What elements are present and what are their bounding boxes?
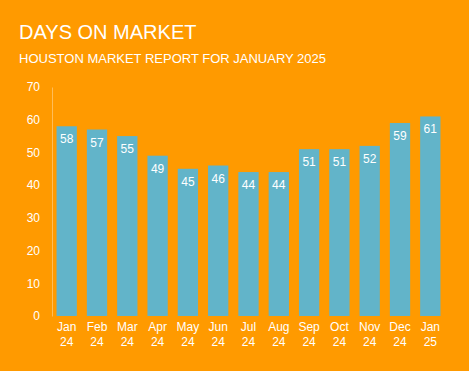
- x-tick: Mar24: [117, 316, 138, 349]
- title: DAYS ON MARKET: [19, 21, 196, 43]
- data-label: 45: [181, 175, 195, 189]
- bar: [57, 126, 77, 316]
- x-tick: Nov24: [359, 316, 380, 349]
- bar: [117, 136, 137, 316]
- bar: [238, 172, 258, 316]
- data-label: 55: [121, 142, 135, 156]
- y-tick: 60: [27, 113, 52, 127]
- y-tick: 70: [27, 80, 52, 94]
- bar: [208, 166, 228, 316]
- x-tick-label: Aug24: [268, 320, 289, 349]
- x-tick-label: Mar24: [117, 320, 138, 349]
- data-label: 58: [60, 132, 74, 146]
- data-label: 52: [363, 152, 377, 166]
- bar: [420, 116, 440, 316]
- y-tick: 50: [27, 146, 52, 160]
- x-tick-label: May24: [177, 320, 200, 349]
- bars: [57, 116, 441, 316]
- chart: DAYS ON MARKET HOUSTON MARKET REPORT FOR …: [0, 0, 469, 371]
- y-tick-label: 70: [27, 80, 41, 94]
- x-tick-label: Jul24: [241, 320, 256, 349]
- x-tick-label: Sep24: [298, 320, 320, 349]
- data-label: 59: [393, 129, 407, 143]
- x-tick-label: Jan24: [57, 320, 76, 349]
- data-label: 44: [272, 178, 286, 192]
- bar: [87, 130, 107, 316]
- bar: [329, 149, 349, 316]
- data-label: 44: [242, 178, 256, 192]
- y-tick-label: 0: [33, 309, 40, 323]
- bar: [299, 149, 319, 316]
- y-tick-label: 40: [27, 178, 41, 192]
- data-labels: 58 57 55 49 45 46 44 44 51 51 52 59 61: [60, 122, 437, 192]
- y-tick: 30: [27, 211, 52, 225]
- x-tick: Jun24: [209, 316, 228, 349]
- x-tick: May24: [177, 316, 200, 349]
- x-tick: Sep24: [298, 316, 320, 349]
- y-tick-label: 10: [27, 277, 41, 291]
- y-tick-label: 60: [27, 113, 41, 127]
- x-tick: Jul24: [241, 316, 256, 349]
- x-tick-label: Nov24: [359, 320, 380, 349]
- x-tick: Dec24: [389, 316, 410, 349]
- x-tick: Apr24: [148, 316, 167, 349]
- y-tick-label: 50: [27, 146, 41, 160]
- data-label: 46: [212, 172, 226, 186]
- x-axis-line: [53, 316, 446, 317]
- y-tick: 20: [27, 244, 52, 258]
- x-axis: Jan24 Feb24 Mar24 Apr24 May24 Jun24 Jul24 Aug24…: [53, 316, 446, 349]
- x-tick-label: Oct24: [330, 320, 349, 349]
- x-tick-label: Apr24: [148, 320, 167, 349]
- x-tick: Oct24: [330, 316, 349, 349]
- y-tick: 0: [33, 309, 52, 323]
- data-label: 61: [424, 122, 438, 136]
- bar: [147, 156, 167, 316]
- y-tick-label: 20: [27, 244, 41, 258]
- y-tick: 10: [27, 277, 52, 291]
- bar: [390, 123, 410, 316]
- x-tick-label: Jan25: [421, 320, 440, 349]
- x-tick-label: Jun24: [209, 320, 228, 349]
- data-label: 57: [90, 136, 104, 150]
- y-tick-label: 30: [27, 211, 41, 225]
- x-tick: Feb24: [87, 316, 108, 349]
- bar: [178, 169, 198, 316]
- bar: [269, 172, 289, 316]
- data-label: 49: [151, 162, 165, 176]
- y-axis: 0 10 20 30 40 50 60 70: [27, 80, 53, 323]
- subtitle: HOUSTON MARKET REPORT FOR JANUARY 2025: [19, 51, 326, 66]
- data-label: 51: [333, 155, 347, 169]
- background: [0, 0, 469, 371]
- x-tick-label: Dec24: [389, 320, 410, 349]
- y-axis-line: [52, 88, 53, 317]
- bar: [360, 146, 380, 316]
- x-tick-label: Feb24: [87, 320, 108, 349]
- x-tick: Aug24: [268, 316, 289, 349]
- y-tick: 40: [27, 178, 52, 192]
- x-tick: Jan25: [421, 316, 440, 349]
- x-tick: Jan24: [57, 316, 76, 349]
- data-label: 51: [302, 155, 316, 169]
